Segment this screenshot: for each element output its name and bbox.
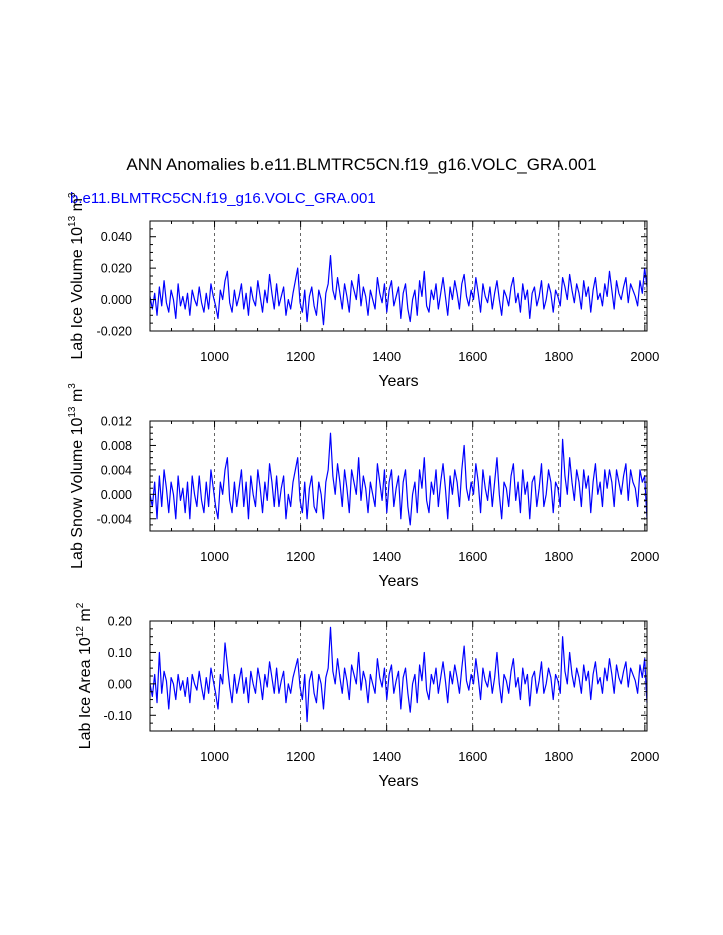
y-tick-label: 0.10 [108, 646, 132, 660]
y-tick-label: 0.20 [108, 615, 132, 629]
y-tick-label: 0.040 [101, 230, 132, 244]
x-tick-label: 2000 [630, 349, 659, 364]
x-tick-label: 1600 [458, 349, 487, 364]
y-tick-label: -0.10 [104, 709, 133, 723]
y-tick-label: 0.012 [101, 415, 132, 429]
x-tick-label: 1600 [458, 749, 487, 764]
y-tick-label: 0.000 [101, 488, 132, 502]
x-tick-label: 1400 [372, 549, 401, 564]
x-tick-label: 1000 [200, 549, 229, 564]
y-axis-label: Lab Ice Area 1012 m2 [75, 602, 94, 749]
y-axis-label: Lab Snow Volume 1013 m3 [67, 383, 86, 569]
x-tick-label: 1800 [544, 749, 573, 764]
y-tick-label: -0.004 [97, 512, 132, 526]
y-tick-label: 0.00 [108, 677, 132, 691]
x-axis-label: Years [378, 373, 418, 390]
y-tick-label: 0.020 [101, 262, 132, 276]
x-tick-label: 1600 [458, 549, 487, 564]
x-tick-label: 2000 [630, 549, 659, 564]
x-tick-label: 1400 [372, 749, 401, 764]
page-title: ANN Anomalies b.e11.BLMTRC5CN.f19_g16.VO… [126, 155, 597, 174]
x-tick-label: 2000 [630, 749, 659, 764]
series-subtitle: b.e11.BLMTRC5CN.f19_g16.VOLC_GRA.001 [70, 190, 376, 207]
x-tick-label: 1200 [286, 349, 315, 364]
x-tick-label: 1000 [200, 749, 229, 764]
series-line [149, 626, 648, 723]
x-axis-label: Years [378, 573, 418, 590]
x-tick-label: 1800 [544, 549, 573, 564]
series-line [149, 432, 648, 526]
x-tick-label: 1400 [372, 349, 401, 364]
y-tick-label: 0.008 [101, 439, 132, 453]
x-tick-label: 1200 [286, 549, 315, 564]
x-tick-label: 1200 [286, 749, 315, 764]
x-tick-label: 1000 [200, 349, 229, 364]
plot-frame [149, 220, 648, 332]
y-tick-label: 0.000 [101, 293, 132, 307]
series-line [149, 254, 648, 326]
x-tick-label: 1800 [544, 349, 573, 364]
y-axis-label: Lab Ice Volume 1013 m3 [67, 192, 86, 359]
y-tick-label: -0.020 [97, 325, 132, 339]
y-tick-label: 0.004 [101, 463, 132, 477]
x-axis-label: Years [378, 773, 418, 790]
